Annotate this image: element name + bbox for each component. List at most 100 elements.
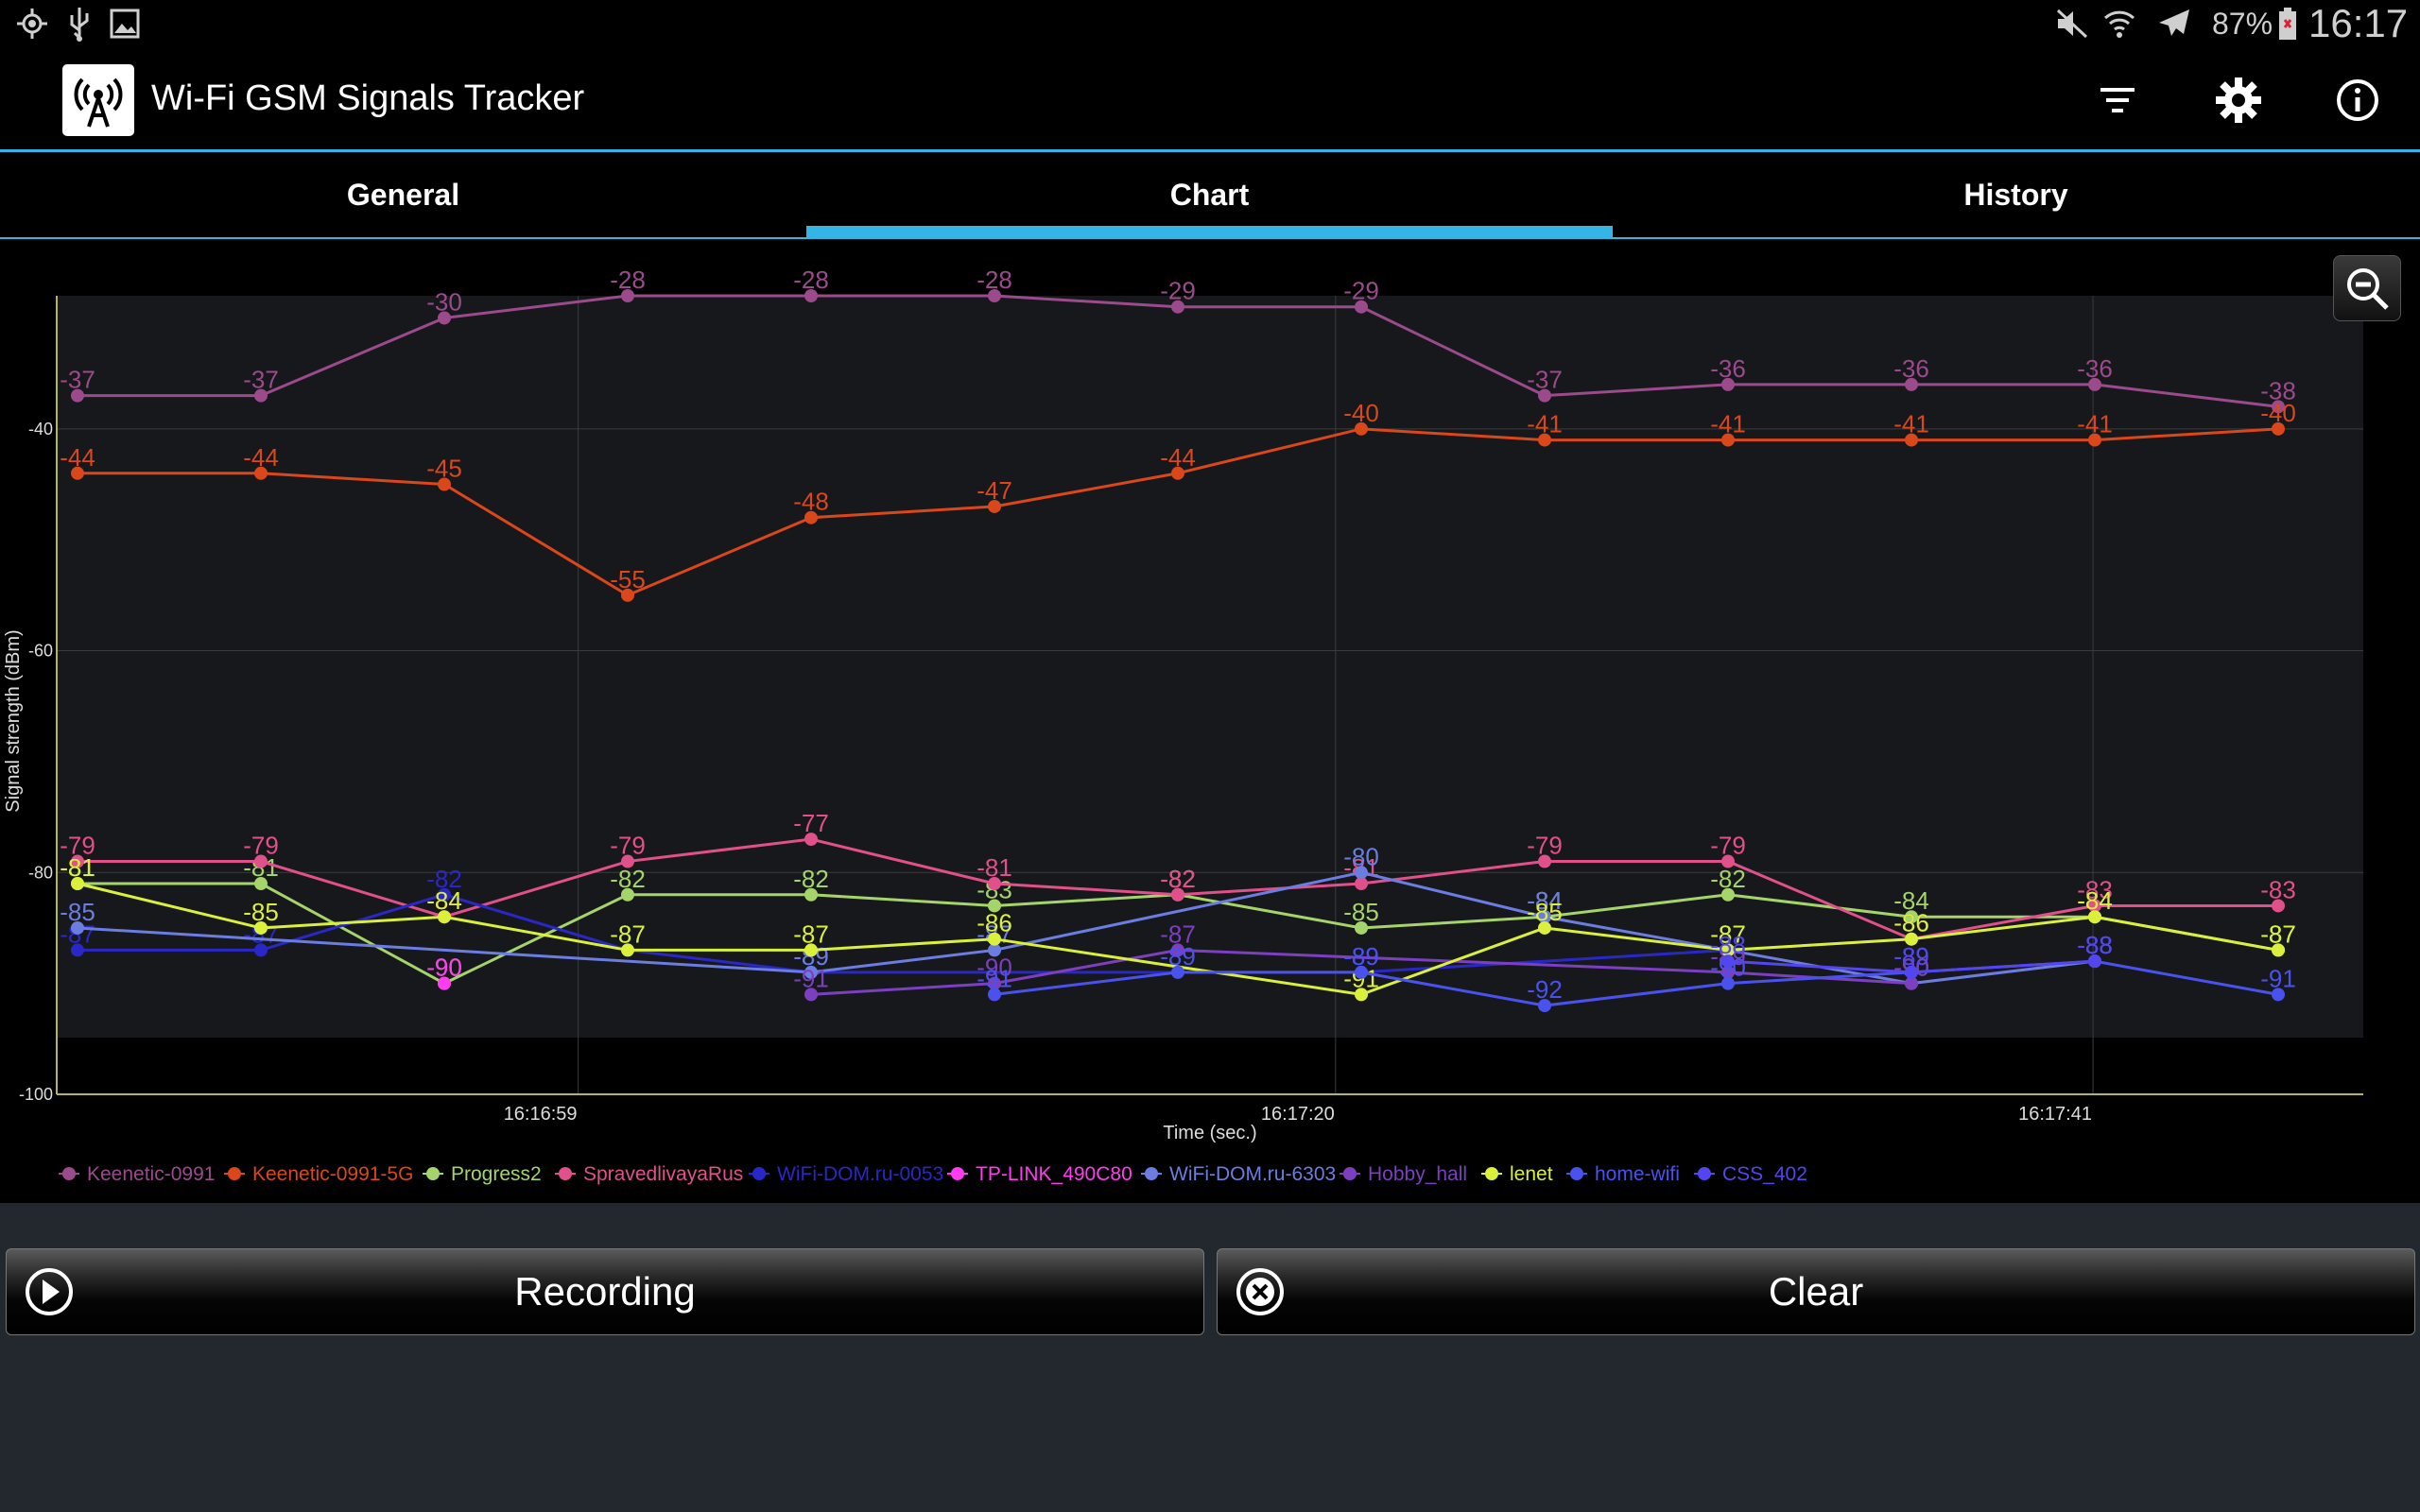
data-label: -77 xyxy=(793,809,829,837)
data-label: -44 xyxy=(1160,443,1196,472)
data-point xyxy=(438,311,451,325)
data-label: -88 xyxy=(2077,931,2113,959)
data-point xyxy=(1355,877,1368,891)
data-label: -84 xyxy=(1527,886,1563,915)
data-label: -87 xyxy=(610,919,646,948)
data-label: -89 xyxy=(1893,942,1929,971)
data-point xyxy=(1355,920,1368,935)
data-label: -85 xyxy=(1527,898,1563,926)
tab-chart[interactable]: Chart xyxy=(806,152,1613,237)
signal-chart[interactable]: -40 -60 -80 -100 16:16:59 16:17:20 16:17:41 S… xyxy=(0,239,2420,1203)
data-point xyxy=(1905,433,1918,447)
data-label: -91 xyxy=(977,964,1012,992)
data-point xyxy=(71,466,84,480)
data-label: -85 xyxy=(1343,898,1379,926)
data-point xyxy=(988,976,1001,990)
data-point xyxy=(71,388,84,403)
data-label: -29 xyxy=(1343,277,1379,305)
data-label: -36 xyxy=(2077,354,2113,383)
legend-marker xyxy=(1570,1167,1583,1180)
data-point xyxy=(804,943,818,957)
data-label: -81 xyxy=(977,853,1012,882)
legend-item: CSS_402 xyxy=(1694,1163,1807,1185)
data-point xyxy=(2088,377,2101,391)
data-point xyxy=(1721,965,1735,979)
data-point xyxy=(2272,988,2285,1002)
legend-item: lenet xyxy=(1481,1163,1553,1185)
data-point xyxy=(621,887,634,902)
data-point xyxy=(2272,899,2285,913)
legend-marker xyxy=(1145,1167,1158,1180)
data-label: -37 xyxy=(243,366,279,394)
data-point xyxy=(1538,999,1551,1013)
data-label: -28 xyxy=(977,266,1012,294)
legend-label: Keenetic-0991-5G xyxy=(252,1163,413,1185)
status-bar: 87% 16:17 xyxy=(0,0,2420,47)
filter-button[interactable] xyxy=(2089,72,2146,129)
data-point xyxy=(254,877,268,891)
data-point xyxy=(621,289,634,302)
legend-label: Hobby_hall xyxy=(1368,1163,1467,1185)
legend-marker xyxy=(951,1167,964,1180)
clear-button[interactable]: Clear xyxy=(1217,1248,2415,1335)
tab-general[interactable]: General xyxy=(0,152,806,237)
data-point xyxy=(1538,433,1551,447)
data-point xyxy=(71,877,84,891)
zoom-out-button[interactable] xyxy=(2333,255,2401,321)
legend-marker xyxy=(426,1167,440,1180)
info-button[interactable] xyxy=(2329,72,2386,129)
data-point xyxy=(988,899,1001,913)
data-label: -41 xyxy=(1527,410,1563,438)
legend-item: SpravedlivayaRus xyxy=(555,1163,743,1185)
legend-label: CSS_402 xyxy=(1722,1163,1807,1185)
data-label: -92 xyxy=(1527,975,1563,1004)
legend-label: home-wifi xyxy=(1595,1163,1680,1185)
data-point xyxy=(804,289,818,302)
data-point xyxy=(2272,943,2285,957)
series-Keenetic-0991: -37 -37 -30 -28 -28 -28 -29 -29 -37 -36 -36 -36 -38 xyxy=(60,266,2296,414)
data-point xyxy=(1171,887,1184,902)
data-point xyxy=(254,388,268,403)
legend-item: Hobby_hall xyxy=(1340,1163,1467,1185)
tab-history[interactable]: History xyxy=(1613,152,2419,237)
tab-general-label: General xyxy=(346,178,460,212)
data-label: -91 xyxy=(793,964,829,992)
data-label: -30 xyxy=(426,287,462,316)
x-ticks: 16:16:59 16:17:20 16:17:41 xyxy=(504,1104,2092,1125)
data-label: -47 xyxy=(977,476,1012,505)
x-axis-label: Time (sec.) xyxy=(1163,1123,1256,1143)
settings-button[interactable] xyxy=(2210,72,2267,129)
battery-icon xyxy=(2276,5,2299,43)
data-point xyxy=(804,833,818,847)
data-label: -90 xyxy=(977,954,1012,982)
data-label: -36 xyxy=(1710,354,1746,383)
battery-percent: 87% xyxy=(2212,7,2273,41)
data-point xyxy=(438,887,451,902)
data-label: -85 xyxy=(243,898,279,926)
data-label: -88 xyxy=(1710,931,1746,959)
data-label: -79 xyxy=(1527,832,1563,860)
data-label: -83 xyxy=(2260,875,2296,903)
axes xyxy=(56,296,2363,1095)
gallery-icon xyxy=(106,5,144,43)
data-label: -82 xyxy=(610,865,646,893)
data-label: -41 xyxy=(1893,410,1929,438)
data-label: -83 xyxy=(2077,875,2113,903)
legend-label: lenet xyxy=(1510,1163,1553,1185)
data-label: -55 xyxy=(610,565,646,593)
data-point xyxy=(988,289,1001,302)
legend-label: WiFi-DOM.ru-0053 xyxy=(777,1163,943,1185)
data-point xyxy=(1721,377,1735,391)
recording-button[interactable]: Recording xyxy=(6,1248,1204,1335)
data-point xyxy=(1538,910,1551,924)
data-point xyxy=(1905,377,1918,391)
data-label: -48 xyxy=(793,488,829,516)
data-point xyxy=(254,466,268,480)
legend-marker xyxy=(1485,1167,1498,1180)
data-point xyxy=(804,510,818,524)
legend-marker xyxy=(559,1167,572,1180)
legend-label: Keenetic-0991 xyxy=(87,1163,215,1185)
data-label: -36 xyxy=(1893,354,1929,383)
data-point xyxy=(621,943,634,957)
data-point xyxy=(1721,854,1735,868)
